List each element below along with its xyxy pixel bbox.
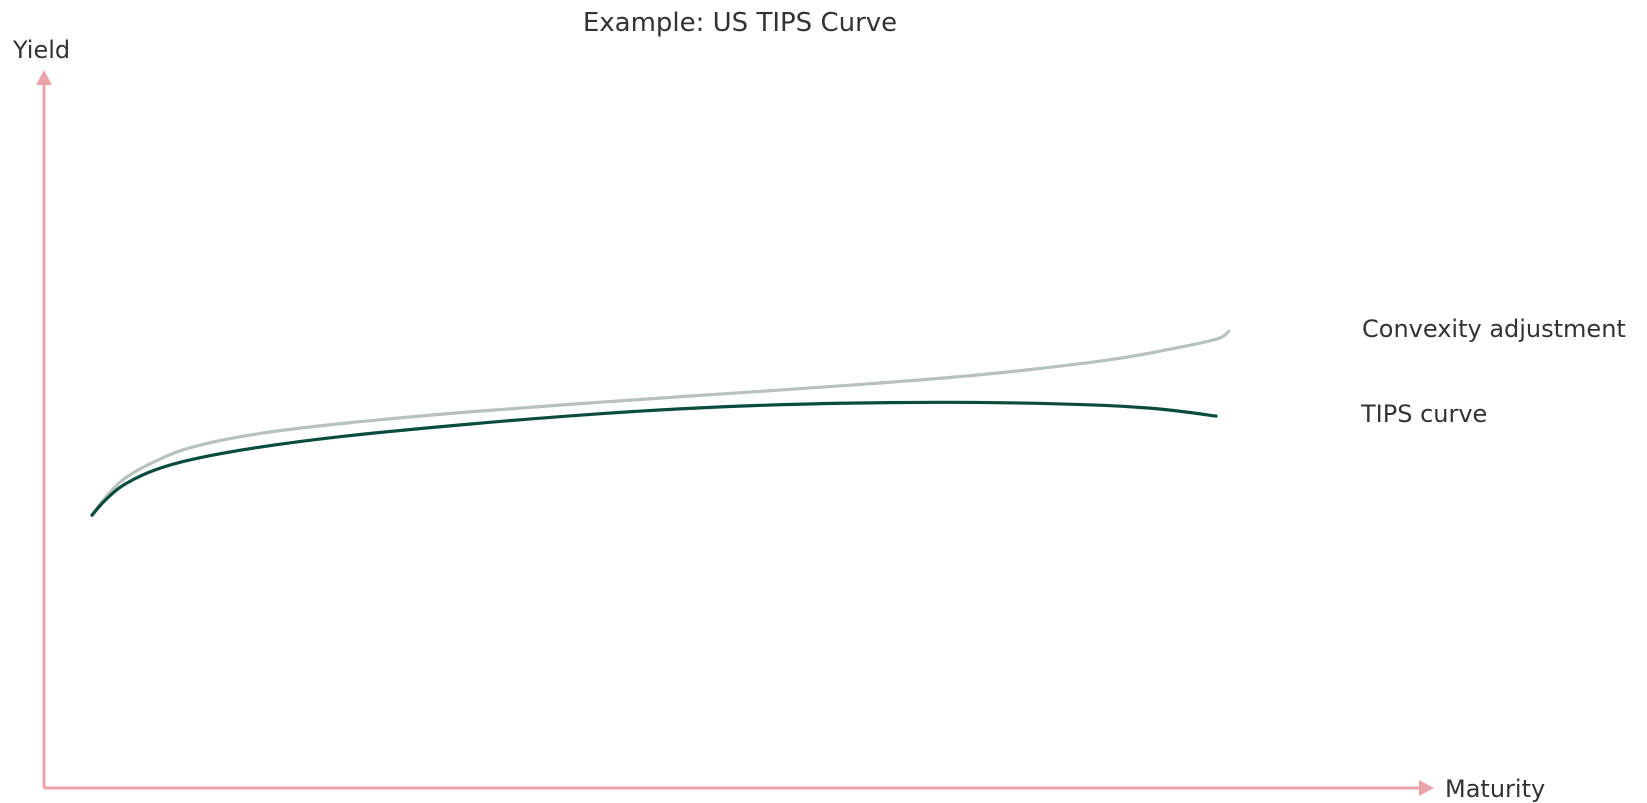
series-label-convexity-adjustment: Convexity adjustment xyxy=(1362,315,1626,343)
x-axis-arrowhead xyxy=(1419,780,1434,796)
series-line-convexity-adjustment xyxy=(90,329,1231,517)
series-line-tips-curve xyxy=(90,400,1218,517)
x-axis-label: Maturity xyxy=(1445,775,1545,803)
x-axis: Maturity xyxy=(44,775,1545,803)
y-axis-label: Yield xyxy=(12,36,70,64)
chart-title: Example: US TIPS Curve xyxy=(583,8,897,38)
series-label-tips-curve: TIPS curve xyxy=(1360,400,1487,428)
y-axis-arrowhead xyxy=(36,70,52,85)
series-layer xyxy=(90,329,1231,517)
y-axis: Yield xyxy=(12,36,70,788)
